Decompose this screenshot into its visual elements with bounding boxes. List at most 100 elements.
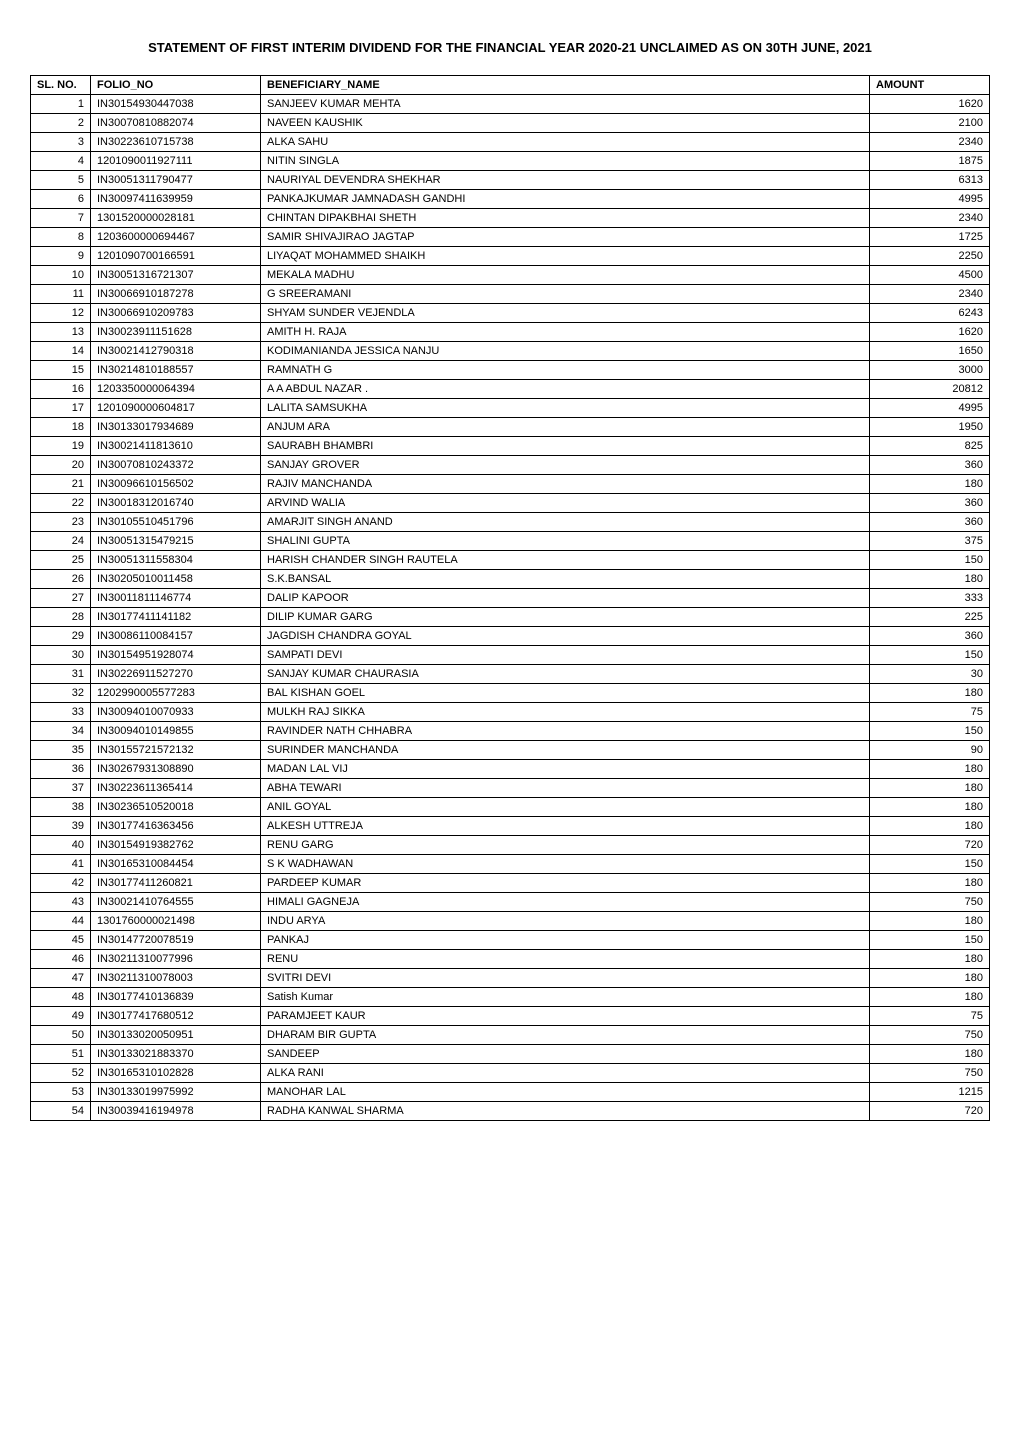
cell-slno: 48 [31, 988, 91, 1007]
cell-name: RAMNATH G [261, 361, 870, 380]
cell-name: HIMALI GAGNEJA [261, 893, 870, 912]
table-row: 5IN30051311790477NAURIYAL DEVENDRA SHEKH… [31, 171, 990, 190]
cell-slno: 12 [31, 304, 91, 323]
cell-amount: 6243 [870, 304, 990, 323]
cell-name: SVITRI DEVI [261, 969, 870, 988]
cell-slno: 16 [31, 380, 91, 399]
table-row: 37IN30223611365414ABHA TEWARI180 [31, 779, 990, 798]
cell-amount: 150 [870, 855, 990, 874]
cell-amount: 2340 [870, 133, 990, 152]
table-row: 30IN30154951928074SAMPATI DEVI150 [31, 646, 990, 665]
cell-name: PARDEEP KUMAR [261, 874, 870, 893]
cell-folio: IN30051316721307 [91, 266, 261, 285]
table-row: 21IN30096610156502RAJIV MANCHANDA180 [31, 475, 990, 494]
cell-slno: 49 [31, 1007, 91, 1026]
cell-slno: 5 [31, 171, 91, 190]
cell-slno: 13 [31, 323, 91, 342]
cell-amount: 2340 [870, 209, 990, 228]
cell-amount: 20812 [870, 380, 990, 399]
table-row: 2IN30070810882074NAVEEN KAUSHIK2100 [31, 114, 990, 133]
cell-amount: 180 [870, 1045, 990, 1064]
cell-name: SANJAY GROVER [261, 456, 870, 475]
cell-name: DILIP KUMAR GARG [261, 608, 870, 627]
cell-amount: 720 [870, 1102, 990, 1121]
cell-folio: IN30051311790477 [91, 171, 261, 190]
cell-slno: 43 [31, 893, 91, 912]
table-row: 46IN30211310077996RENU180 [31, 950, 990, 969]
cell-amount: 1875 [870, 152, 990, 171]
cell-folio: IN30223611365414 [91, 779, 261, 798]
cell-amount: 2340 [870, 285, 990, 304]
table-row: 47IN30211310078003SVITRI DEVI180 [31, 969, 990, 988]
cell-folio: IN30051311558304 [91, 551, 261, 570]
cell-slno: 17 [31, 399, 91, 418]
cell-amount: 180 [870, 969, 990, 988]
cell-amount: 180 [870, 874, 990, 893]
table-row: 14IN30021412790318KODIMANIANDA JESSICA N… [31, 342, 990, 361]
cell-slno: 24 [31, 532, 91, 551]
cell-folio: IN30177417680512 [91, 1007, 261, 1026]
cell-name: KODIMANIANDA JESSICA NANJU [261, 342, 870, 361]
cell-folio: IN30133019975992 [91, 1083, 261, 1102]
table-row: 23IN30105510451796AMARJIT SINGH ANAND360 [31, 513, 990, 532]
cell-amount: 180 [870, 779, 990, 798]
cell-folio: IN30021410764555 [91, 893, 261, 912]
cell-folio: IN30133021883370 [91, 1045, 261, 1064]
cell-slno: 37 [31, 779, 91, 798]
cell-slno: 11 [31, 285, 91, 304]
cell-folio: IN30154951928074 [91, 646, 261, 665]
table-row: 41IN30165310084454S K WADHAWAN150 [31, 855, 990, 874]
cell-folio: IN30105510451796 [91, 513, 261, 532]
cell-name: CHINTAN DIPAKBHAI SHETH [261, 209, 870, 228]
cell-amount: 750 [870, 1026, 990, 1045]
col-header-name: BENEFICIARY_NAME [261, 76, 870, 95]
cell-slno: 9 [31, 247, 91, 266]
cell-folio: IN30011811146774 [91, 589, 261, 608]
cell-name: LIYAQAT MOHAMMED SHAIKH [261, 247, 870, 266]
cell-slno: 22 [31, 494, 91, 513]
cell-slno: 2 [31, 114, 91, 133]
page-title: STATEMENT OF FIRST INTERIM DIVIDEND FOR … [30, 40, 990, 55]
cell-folio: IN30021412790318 [91, 342, 261, 361]
cell-amount: 4500 [870, 266, 990, 285]
cell-name: MEKALA MADHU [261, 266, 870, 285]
cell-name: RAVINDER NATH CHHABRA [261, 722, 870, 741]
cell-name: HARISH CHANDER SINGH RAUTELA [261, 551, 870, 570]
cell-name: ARVIND WALIA [261, 494, 870, 513]
cell-name: DALIP KAPOOR [261, 589, 870, 608]
cell-slno: 30 [31, 646, 91, 665]
cell-slno: 39 [31, 817, 91, 836]
cell-name: LALITA SAMSUKHA [261, 399, 870, 418]
table-row: 161203350000064394A A ABDUL NAZAR .20812 [31, 380, 990, 399]
cell-name: NAURIYAL DEVENDRA SHEKHAR [261, 171, 870, 190]
cell-name: PARAMJEET KAUR [261, 1007, 870, 1026]
cell-slno: 33 [31, 703, 91, 722]
dividend-table: SL. NO. FOLIO_NO BENEFICIARY_NAME AMOUNT… [30, 75, 990, 1121]
table-row: 43IN30021410764555HIMALI GAGNEJA750 [31, 893, 990, 912]
cell-amount: 825 [870, 437, 990, 456]
cell-folio: 1201090000604817 [91, 399, 261, 418]
cell-slno: 4 [31, 152, 91, 171]
table-row: 39IN30177416363456ALKESH UTTREJA180 [31, 817, 990, 836]
table-row: 81203600000694467SAMIR SHIVAJIRAO JAGTAP… [31, 228, 990, 247]
cell-slno: 3 [31, 133, 91, 152]
table-row: 13IN30023911151628AMITH H. RAJA1620 [31, 323, 990, 342]
table-row: 18IN30133017934689ANJUM ARA1950 [31, 418, 990, 437]
cell-folio: IN30211310077996 [91, 950, 261, 969]
cell-name: AMITH H. RAJA [261, 323, 870, 342]
cell-name: JAGDISH CHANDRA GOYAL [261, 627, 870, 646]
cell-folio: 1301760000021498 [91, 912, 261, 931]
cell-folio: IN30165310084454 [91, 855, 261, 874]
cell-name: SHYAM SUNDER VEJENDLA [261, 304, 870, 323]
table-row: 52IN30165310102828ALKA RANI750 [31, 1064, 990, 1083]
table-row: 53IN30133019975992MANOHAR LAL1215 [31, 1083, 990, 1102]
cell-name: SANJEEV KUMAR MEHTA [261, 95, 870, 114]
cell-folio: IN30097411639959 [91, 190, 261, 209]
cell-amount: 2100 [870, 114, 990, 133]
cell-amount: 180 [870, 988, 990, 1007]
cell-folio: IN30226911527270 [91, 665, 261, 684]
cell-folio: IN30177411141182 [91, 608, 261, 627]
cell-folio: IN30177410136839 [91, 988, 261, 1007]
cell-slno: 27 [31, 589, 91, 608]
table-row: 38IN30236510520018ANIL GOYAL180 [31, 798, 990, 817]
